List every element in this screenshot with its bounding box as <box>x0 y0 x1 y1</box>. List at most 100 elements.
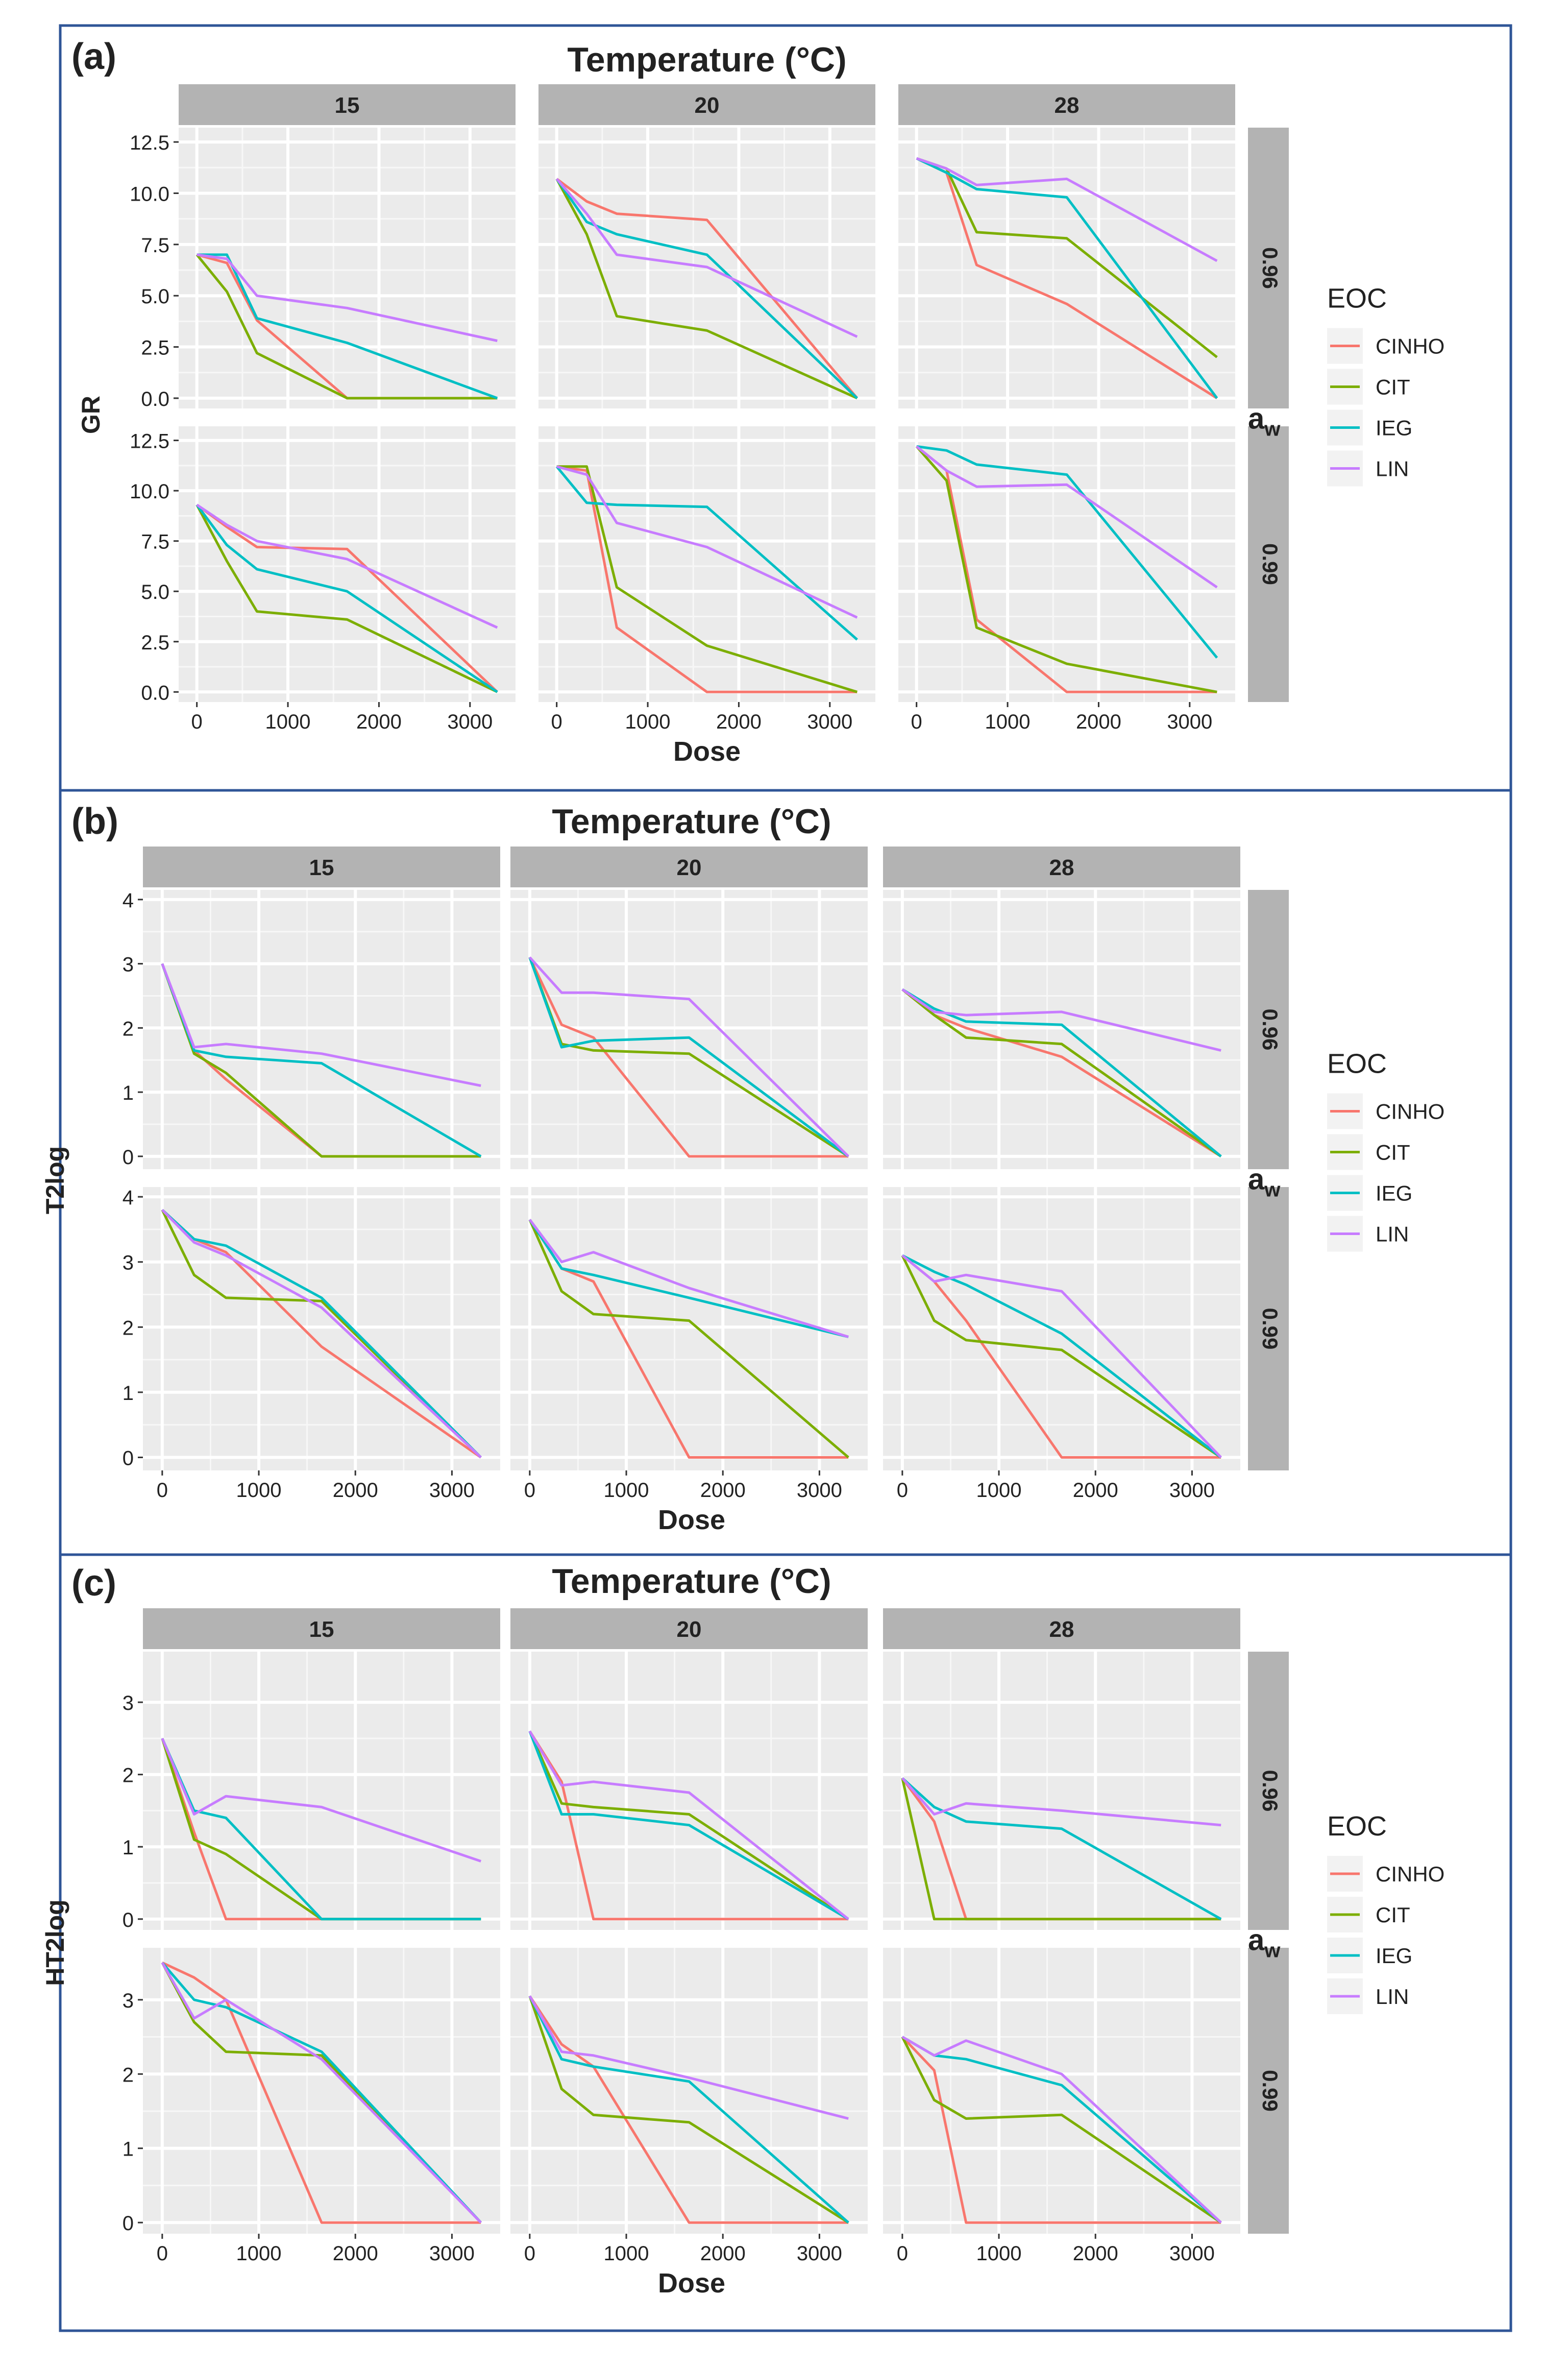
y-tick-label: 0 <box>122 2212 134 2235</box>
legend-title: EOC <box>1327 1811 1387 1842</box>
temperature-strip-label: 15 <box>309 1617 334 1642</box>
legend-label-lin: LIN <box>1376 1985 1409 2009</box>
series-line-cit <box>195 254 498 400</box>
temperature-strip-label: 15 <box>335 93 360 118</box>
x-tick-label: 0 <box>911 711 922 733</box>
x-tick-label: 1000 <box>985 711 1031 733</box>
facet-28-0.96 <box>898 128 1235 408</box>
x-tick-label: 1000 <box>236 1479 282 1502</box>
series-line-ieg <box>901 1777 1222 1920</box>
facet-background <box>898 128 1235 408</box>
series-line-ieg <box>161 1208 482 1459</box>
facet-background <box>143 1948 500 2234</box>
panel-label: (b) <box>71 801 118 842</box>
aw-strip-label: 0.96 <box>1258 1770 1282 1812</box>
series-line-ieg <box>195 504 498 693</box>
facet-15-0.99: 0 1 2 3 0 1000 2000 3000 <box>122 1948 500 2265</box>
series-line-lin <box>901 1254 1222 1459</box>
x-tick-label: 3000 <box>1169 2242 1215 2265</box>
x-tick-label: 1000 <box>604 1479 649 1502</box>
series-line-cit <box>915 445 1217 693</box>
y-tick-label: 3 <box>122 1692 134 1714</box>
aw-strip <box>1248 1948 1289 2234</box>
series-line-cit <box>901 1778 1221 1921</box>
y-tick-label: 10.0 <box>130 480 169 503</box>
x-tick-label: 1000 <box>976 1479 1022 1502</box>
y-tick-label: 2.5 <box>141 337 169 359</box>
panel-b: (b) Temperature (°C)15 20 280.960.99T2logDo… <box>41 789 1512 1556</box>
x-tick-label: 1000 <box>625 711 671 733</box>
facet-20-0.99: 0 1000 2000 3000 <box>510 1948 868 2265</box>
legend-title: EOC <box>1327 283 1387 314</box>
series-line-lin <box>556 465 858 619</box>
series-line-ieg <box>528 1730 849 1920</box>
panel-c: (c) Temperature (°C)15 20 280.960.99HT2logD… <box>41 1553 1512 2332</box>
aw-strip <box>1248 1187 1289 1470</box>
series-line-ieg <box>555 466 858 641</box>
facet-15-0.99: 0 1 2 3 4 0 1000 2000 3000 <box>122 1187 500 1502</box>
temperature-strip <box>143 1608 500 1649</box>
series-line-ieg <box>555 178 859 399</box>
series-line-ieg <box>528 1995 849 2224</box>
x-tick-label: 3000 <box>807 711 852 733</box>
column-title: Temperature (°C) <box>552 802 831 841</box>
y-tick-label: 1 <box>122 2138 134 2161</box>
x-tick-label: 0 <box>524 2242 535 2265</box>
legend-label-ieg: IEG <box>1376 1181 1412 1205</box>
series-line-lin <box>901 2036 1222 2224</box>
facet-20-0.96 <box>510 890 868 1169</box>
y-tick-label: 2 <box>122 2064 134 2086</box>
legend-title: EOC <box>1327 1049 1387 1079</box>
series-line-cit <box>555 178 858 400</box>
series-line-cinho <box>901 2036 1221 2224</box>
y-tick-label: 12.5 <box>130 430 169 453</box>
x-tick-label: 2000 <box>333 2242 378 2265</box>
aw-title: aw <box>1248 1163 1281 1201</box>
legend-label-ieg: IEG <box>1376 416 1412 440</box>
series-line-lin <box>528 1730 849 1920</box>
x-tick-label: 0 <box>897 1479 908 1502</box>
series-line-cinho <box>556 178 859 399</box>
facet-15-0.96: 0 1 2 3 <box>122 1652 500 1931</box>
series-line-ieg <box>901 988 1222 1157</box>
y-tick-label: 12.5 <box>130 132 169 154</box>
series-line-lin <box>528 956 849 1157</box>
y-tick-label: 0 <box>122 1146 134 1169</box>
facet-background <box>883 1187 1240 1470</box>
series-line-lin <box>161 1737 482 1863</box>
series-line-lin <box>555 178 858 338</box>
aw-strip-label: 0.99 <box>1258 1308 1282 1350</box>
facet-background <box>143 1187 500 1470</box>
aw-title-backdrop <box>1245 410 1316 424</box>
x-tick-label: 1000 <box>976 2242 1022 2265</box>
temperature-strip <box>538 84 875 125</box>
legend-label-cit: CIT <box>1376 375 1410 399</box>
temperature-strip <box>510 1608 868 1649</box>
series-line-cit <box>161 1209 482 1459</box>
legend-label-lin: LIN <box>1376 457 1409 481</box>
series-line-lin <box>528 1995 849 2120</box>
temperature-strip-label: 20 <box>695 93 720 118</box>
y-tick-label: 1 <box>122 1836 134 1859</box>
x-tick-label: 2000 <box>1076 711 1121 733</box>
temperature-strip-label: 28 <box>1049 1617 1074 1642</box>
facet-28-0.99: 0 1000 2000 3000 <box>898 426 1235 733</box>
legend-label-cit: CIT <box>1376 1141 1410 1165</box>
facet-28-0.99: 0 1000 2000 3000 <box>883 1187 1240 1502</box>
x-tick-label: 3000 <box>1169 1479 1215 1502</box>
series-line-ieg <box>197 253 498 400</box>
aw-strip-label: 0.96 <box>1258 247 1282 289</box>
panel-a: (a) Temperature (°C)15 20 280.960.99GRDose0… <box>59 24 1512 792</box>
temperature-strip <box>143 847 500 887</box>
y-tick-label: 2.5 <box>141 632 169 654</box>
x-tick-label: 2000 <box>700 1479 746 1502</box>
series-line-lin <box>197 253 498 342</box>
y-tick-label: 4 <box>122 889 134 912</box>
temperature-strip-label: 20 <box>677 1617 702 1642</box>
y-tick-label: 1 <box>122 1082 134 1104</box>
y-axis-label: GR <box>77 396 105 434</box>
x-tick-label: 3000 <box>429 1479 475 1502</box>
y-tick-label: 4 <box>122 1187 134 1209</box>
y-tick-label: 2 <box>122 1764 134 1787</box>
